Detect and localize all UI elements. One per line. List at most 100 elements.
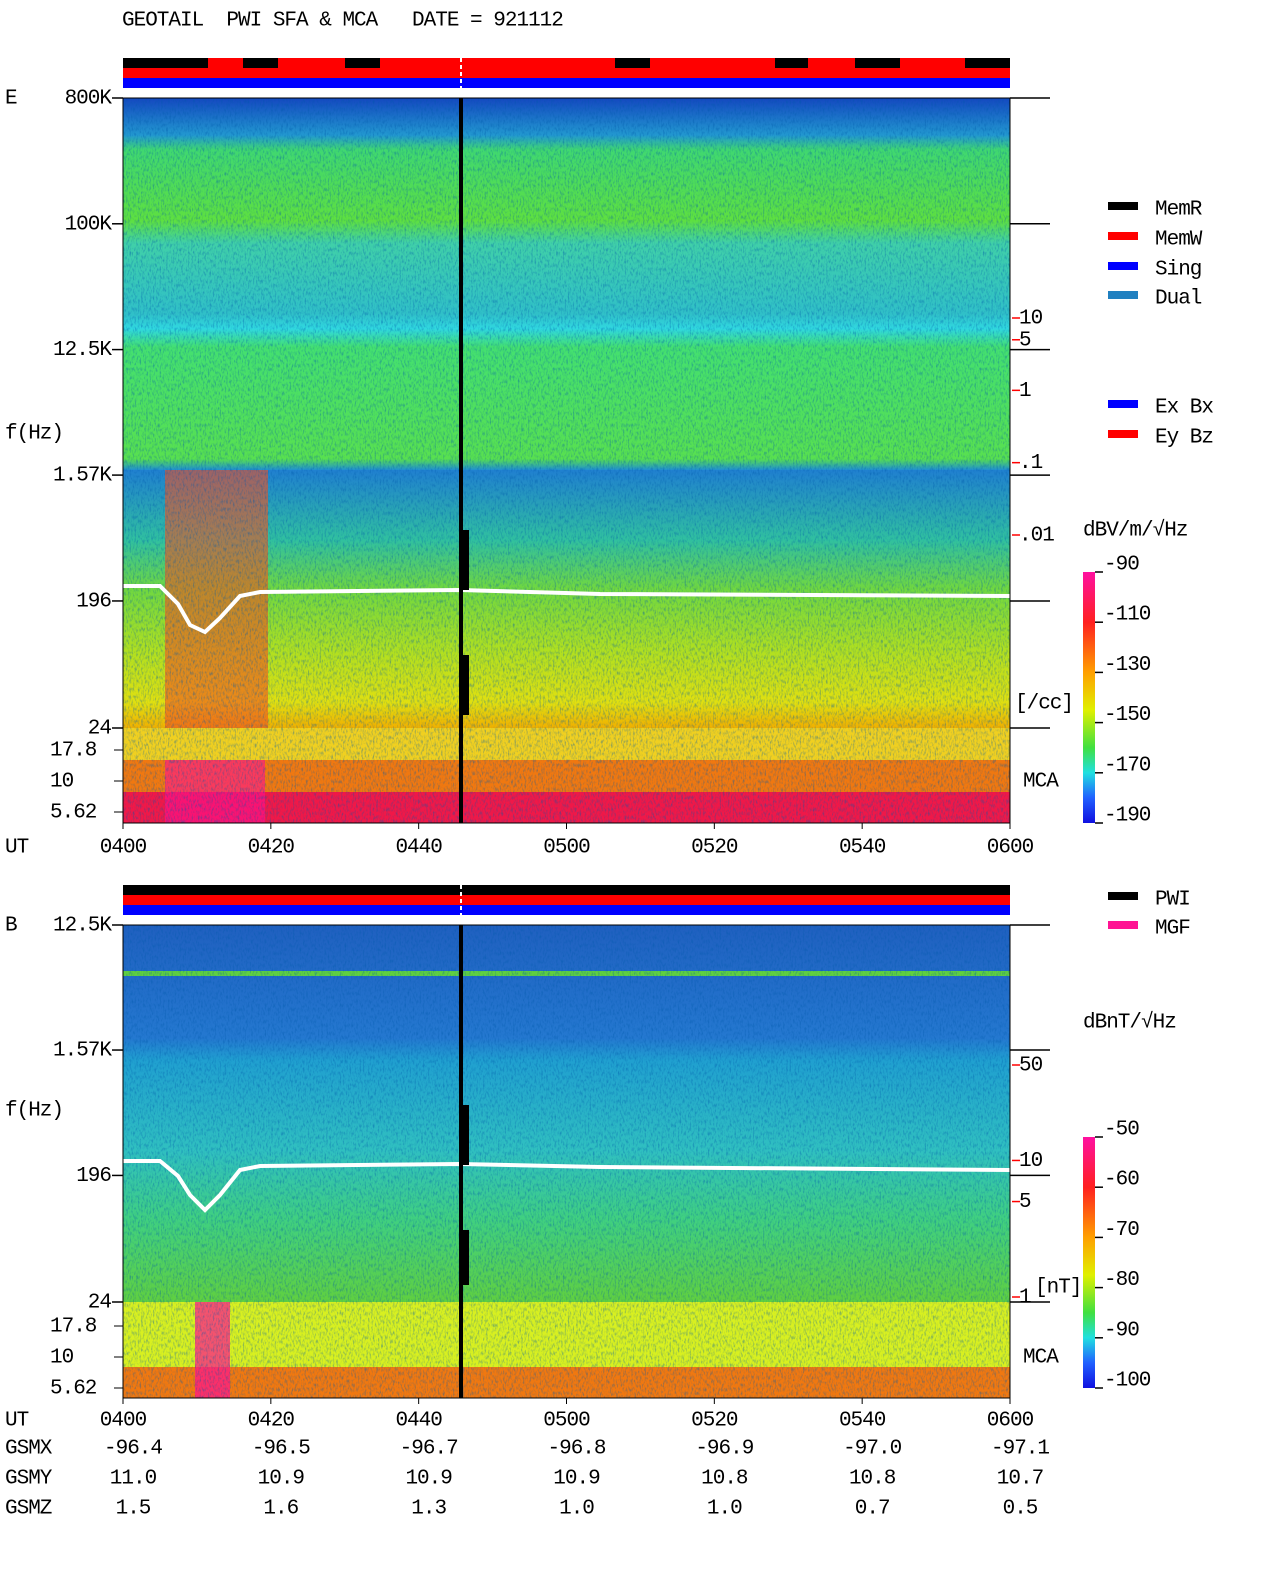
right-tick-label: 10: [1019, 308, 1043, 331]
mca-tick-label: 17.8: [50, 1316, 97, 1339]
colorbar: [1083, 1137, 1095, 1388]
legend-swatch: [1108, 262, 1138, 270]
colorbar-tick-label: -170: [1104, 754, 1151, 777]
mca-tick-label: 10: [50, 771, 74, 794]
ephemeris-value: -96.7: [400, 1438, 458, 1461]
legend-swatch: [1108, 400, 1138, 408]
x-tick-label: 0400: [100, 837, 147, 860]
right-tick-label: 50: [1019, 1055, 1043, 1078]
x-axis-label: UT: [5, 837, 29, 860]
y-tick-label: 100K: [65, 213, 113, 236]
x-tick-label: 0440: [395, 837, 442, 860]
y-tick-label: 196: [76, 1165, 111, 1188]
colorbar-tick-label: -130: [1104, 654, 1151, 677]
colorbar-tick-label: -90: [1104, 554, 1139, 577]
y-tick-label: 196: [76, 591, 111, 614]
legend-swatch: [1108, 202, 1138, 210]
legend-swatch: [1108, 921, 1138, 929]
spectrogram-b: [123, 925, 1011, 1398]
mca-tick-label: 5.62: [50, 802, 97, 825]
right-tick-label: 1: [1019, 380, 1031, 403]
y-tick-label: 24: [88, 718, 112, 741]
ephemeris-value: -96.9: [695, 1438, 753, 1461]
colorbar-tick-label: -50: [1104, 1119, 1139, 1142]
legend-swatch: [1108, 291, 1138, 299]
ephemeris-value: 0.5: [1003, 1498, 1038, 1521]
title: GEOTAIL PWI SFA & MCA DATE = 921112: [122, 10, 563, 33]
legend-swatch: [1108, 232, 1138, 240]
x-axis-label: UT: [5, 1410, 29, 1433]
ephemeris-value: 10.9: [553, 1468, 600, 1491]
ephemeris-value: 10.8: [849, 1468, 896, 1491]
colorbar-tick-label: -70: [1104, 1219, 1139, 1242]
colorbar-tick-label: -90: [1104, 1319, 1139, 1342]
colorbar: [1083, 572, 1095, 823]
colorbar-tick-label: -100: [1104, 1370, 1151, 1393]
x-tick-label: 0540: [839, 1410, 886, 1433]
x-tick-label: 0600: [987, 837, 1034, 860]
right-tick-label: .1: [1019, 452, 1043, 475]
right-tick-label: 5: [1019, 1191, 1031, 1214]
right-axis-label: [/cc]: [1015, 693, 1073, 716]
x-tick-label: 0500: [543, 837, 590, 860]
ephemeris-label: GSMZ: [5, 1498, 52, 1521]
y-tick-label: 1.57K: [53, 1040, 112, 1063]
y-axis-label: f(Hz): [5, 423, 63, 446]
ephemeris-value: -97.0: [843, 1438, 901, 1461]
y-tick-label: 800K: [65, 88, 113, 111]
x-tick-label: 0600: [987, 1410, 1034, 1433]
x-tick-label: 0500: [543, 1410, 590, 1433]
ephemeris-value: 1.5: [116, 1498, 151, 1521]
mca-tick-label: 10: [50, 1347, 74, 1370]
legend-label: Ey Bz: [1155, 427, 1213, 450]
right-tick-label: 5: [1019, 329, 1031, 352]
y-tick-label: 1.57K: [53, 465, 112, 488]
right-axis-label: [nT]: [1035, 1277, 1081, 1300]
spectrogram-e: [123, 98, 1011, 823]
ephemeris-value: 10.9: [258, 1468, 305, 1491]
legend-label: Sing: [1155, 259, 1201, 282]
ephemeris-value: 10.7: [997, 1468, 1043, 1491]
y-tick-label: 12.5K: [53, 915, 112, 938]
mca-label: MCA: [1023, 1347, 1059, 1370]
ephemeris-value: 0.7: [855, 1498, 890, 1521]
ephemeris-value: 10.8: [701, 1468, 748, 1491]
ephemeris-label: GSMX: [5, 1438, 53, 1461]
x-tick-label: 0420: [248, 837, 295, 860]
ephemeris-value: -97.1: [991, 1438, 1049, 1461]
ephemeris-value: 1.0: [707, 1498, 742, 1521]
x-tick-label: 0440: [395, 1410, 442, 1433]
legend-label: PWI: [1155, 889, 1190, 912]
ephemeris-label: GSMY: [5, 1468, 53, 1491]
ephemeris-value: 1.3: [411, 1498, 446, 1521]
ephemeris-value: -96.4: [104, 1438, 162, 1461]
ephemeris-value: -96.8: [547, 1438, 605, 1461]
legend-swatch: [1108, 892, 1138, 900]
legend-label: Ex Bx: [1155, 397, 1213, 420]
legend-label: MemR: [1155, 199, 1203, 222]
colorbar-label: dBnT/√Hz: [1083, 1011, 1176, 1035]
colorbar-tick-label: -110: [1104, 604, 1151, 627]
right-tick-label: 10: [1019, 1150, 1043, 1173]
mca-tick-label: 17.8: [50, 740, 97, 763]
colorbar-label: dBV/m/√Hz: [1083, 519, 1187, 543]
legend-label: Dual: [1155, 288, 1202, 311]
x-tick-label: 0520: [691, 837, 738, 860]
legend-label: MGF: [1155, 918, 1190, 941]
right-tick-label: 1: [1019, 1287, 1031, 1310]
legend-label: MemW: [1155, 229, 1203, 252]
panel-label: B: [5, 915, 17, 938]
x-tick-label: 0520: [691, 1410, 738, 1433]
colorbar-tick-label: -80: [1104, 1269, 1139, 1292]
y-axis-label: f(Hz): [5, 1100, 63, 1123]
mca-tick-label: 5.62: [50, 1378, 97, 1401]
x-tick-label: 0540: [839, 837, 886, 860]
panel-label: E: [5, 88, 17, 111]
x-tick-label: 0400: [100, 1410, 147, 1433]
y-tick-label: 24: [88, 1292, 112, 1315]
status-bars: [123, 58, 1010, 915]
colorbar-tick-label: -150: [1104, 704, 1151, 727]
colorbar-tick-label: -60: [1104, 1169, 1139, 1192]
